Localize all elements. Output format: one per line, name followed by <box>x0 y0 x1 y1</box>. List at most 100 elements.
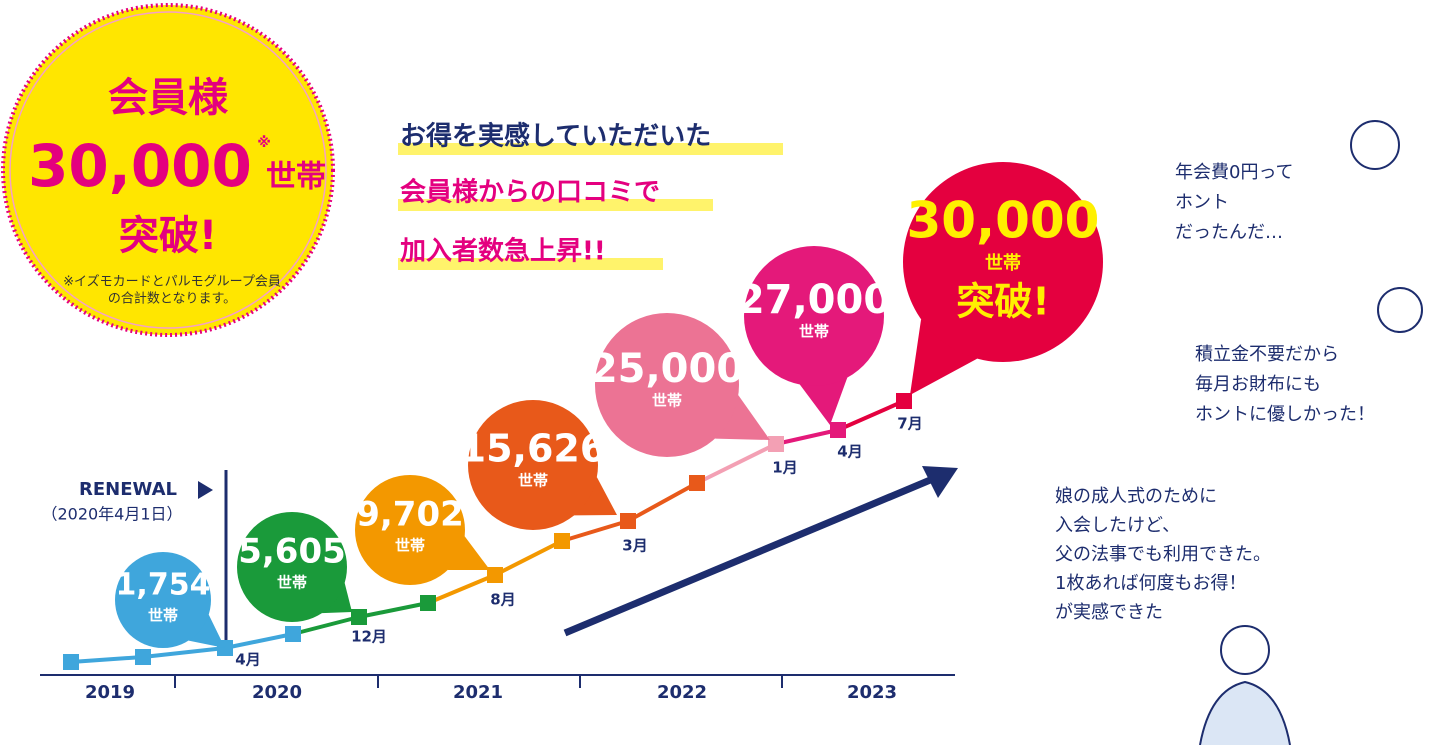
bubble-tail <box>447 536 490 570</box>
bubble-unit: 世帯 <box>395 537 425 555</box>
month-label: 1月 <box>772 459 797 477</box>
bubble-unit: 世帯 <box>652 392 682 410</box>
testimonial: が実感できた <box>1055 602 1163 623</box>
growth-point <box>554 533 570 549</box>
growth-point <box>420 595 436 611</box>
renewal-date: （2020年4月1日） <box>41 505 182 524</box>
growth-point <box>135 649 151 665</box>
testimonial: 1枚あれば何度もお得！ <box>1055 573 1246 594</box>
year-label: 2021 <box>453 682 503 703</box>
growth-segment <box>70 655 144 664</box>
badge-line3: 突破! <box>119 213 217 259</box>
month-label: 8月 <box>490 591 515 609</box>
growth-point <box>620 513 636 529</box>
badge-ring <box>9 11 327 329</box>
growth-segment <box>775 428 839 446</box>
bubble-count: 9,702 <box>356 495 464 535</box>
growth-point <box>896 393 912 409</box>
bubble-tail <box>799 377 848 425</box>
bubble-unit: 世帯 <box>148 607 178 625</box>
growth-segment <box>358 601 429 619</box>
headline: お得を実感していただいた <box>400 121 711 152</box>
month-label: 3月 <box>622 537 647 555</box>
testimonial: 積立金不要だから <box>1195 344 1339 365</box>
renewal-label: RENEWAL <box>79 479 177 500</box>
growth-segment <box>142 646 226 659</box>
testimonial: ホントに優しかった！ <box>1195 404 1375 425</box>
growth-segment <box>696 442 777 485</box>
bubble-tail <box>910 319 978 395</box>
highlight <box>398 258 663 270</box>
bubble-count: 25,000 <box>590 346 744 392</box>
bubble-tail <box>574 477 617 516</box>
bubble-tail <box>715 395 770 440</box>
growth-arrow-head <box>922 466 958 498</box>
bubble <box>115 552 211 648</box>
growth-point <box>768 436 784 452</box>
year-label: 2023 <box>847 682 897 703</box>
growth-segment <box>837 399 905 432</box>
highlight <box>398 143 783 155</box>
growth-segment <box>627 481 698 523</box>
growth-segment <box>494 539 563 577</box>
bubble-unit: 世帯 <box>277 574 307 592</box>
face <box>1350 120 1400 170</box>
bubble-count: 5,605 <box>238 532 346 572</box>
bubble <box>595 313 739 457</box>
badge-unit: 世帯 <box>266 160 326 195</box>
badge-line1: 会員様 <box>108 75 229 121</box>
year-label: 2019 <box>85 682 135 703</box>
testimonial: ホント <box>1175 192 1229 213</box>
growth-point <box>351 609 367 625</box>
renewal-arrow <box>198 481 213 499</box>
bubble-extra: 突破! <box>956 280 1049 324</box>
testimonial: 年会費0円って <box>1175 162 1294 183</box>
bubble-count: 1,754 <box>116 568 211 603</box>
growth-point <box>63 654 79 670</box>
testimonial: 父の法事でも利用できた。 <box>1055 544 1271 565</box>
growth-point <box>689 475 705 491</box>
face <box>1220 625 1270 675</box>
bubble-tail <box>188 614 225 648</box>
year-label: 2022 <box>657 682 707 703</box>
headline: 会員様からの口コミで <box>400 177 660 208</box>
body <box>1199 680 1291 745</box>
bubble-unit: 世帯 <box>799 323 829 341</box>
month-label: 12月 <box>351 628 387 646</box>
year-label: 2020 <box>252 682 302 703</box>
bubble <box>744 246 884 386</box>
growth-segment <box>561 519 629 543</box>
faces <box>1199 120 1423 745</box>
growth-arrow <box>563 474 937 637</box>
growth-segment <box>224 632 294 650</box>
bubble <box>237 512 347 622</box>
month-label: 4月 <box>837 443 862 461</box>
growth-segment <box>427 573 496 605</box>
bubble <box>903 162 1103 362</box>
bubble-count: 30,000 <box>907 192 1100 250</box>
bubble <box>468 400 598 530</box>
badge-note: ※イズモカードとパルモグループ会員 <box>63 274 281 290</box>
month-label: 4月 <box>235 651 260 669</box>
badge-number: 30,000 <box>28 132 252 200</box>
headline: 加入者数急上昇!! <box>400 237 606 267</box>
growth-point <box>830 422 846 438</box>
badge-circle <box>1 3 335 337</box>
highlight <box>398 199 713 211</box>
growth-point <box>487 567 503 583</box>
bubble-count: 15,626 <box>460 427 607 471</box>
testimonial: だったんだ… <box>1175 222 1283 243</box>
growth-point <box>285 626 301 642</box>
bubble-unit: 世帯 <box>518 472 548 490</box>
badge-note: の合計数となります。 <box>108 291 236 307</box>
bubble-unit: 世帯 <box>985 252 1021 274</box>
bubble-count: 27,000 <box>737 277 891 323</box>
month-label: 7月 <box>897 415 922 433</box>
growth-segment <box>292 615 360 636</box>
testimonial: 娘の成人式のために <box>1055 486 1217 507</box>
bubble <box>355 475 465 585</box>
badge-mark: ※ <box>257 135 271 151</box>
face <box>1377 287 1423 333</box>
testimonial: 毎月お財布にも <box>1195 374 1321 395</box>
